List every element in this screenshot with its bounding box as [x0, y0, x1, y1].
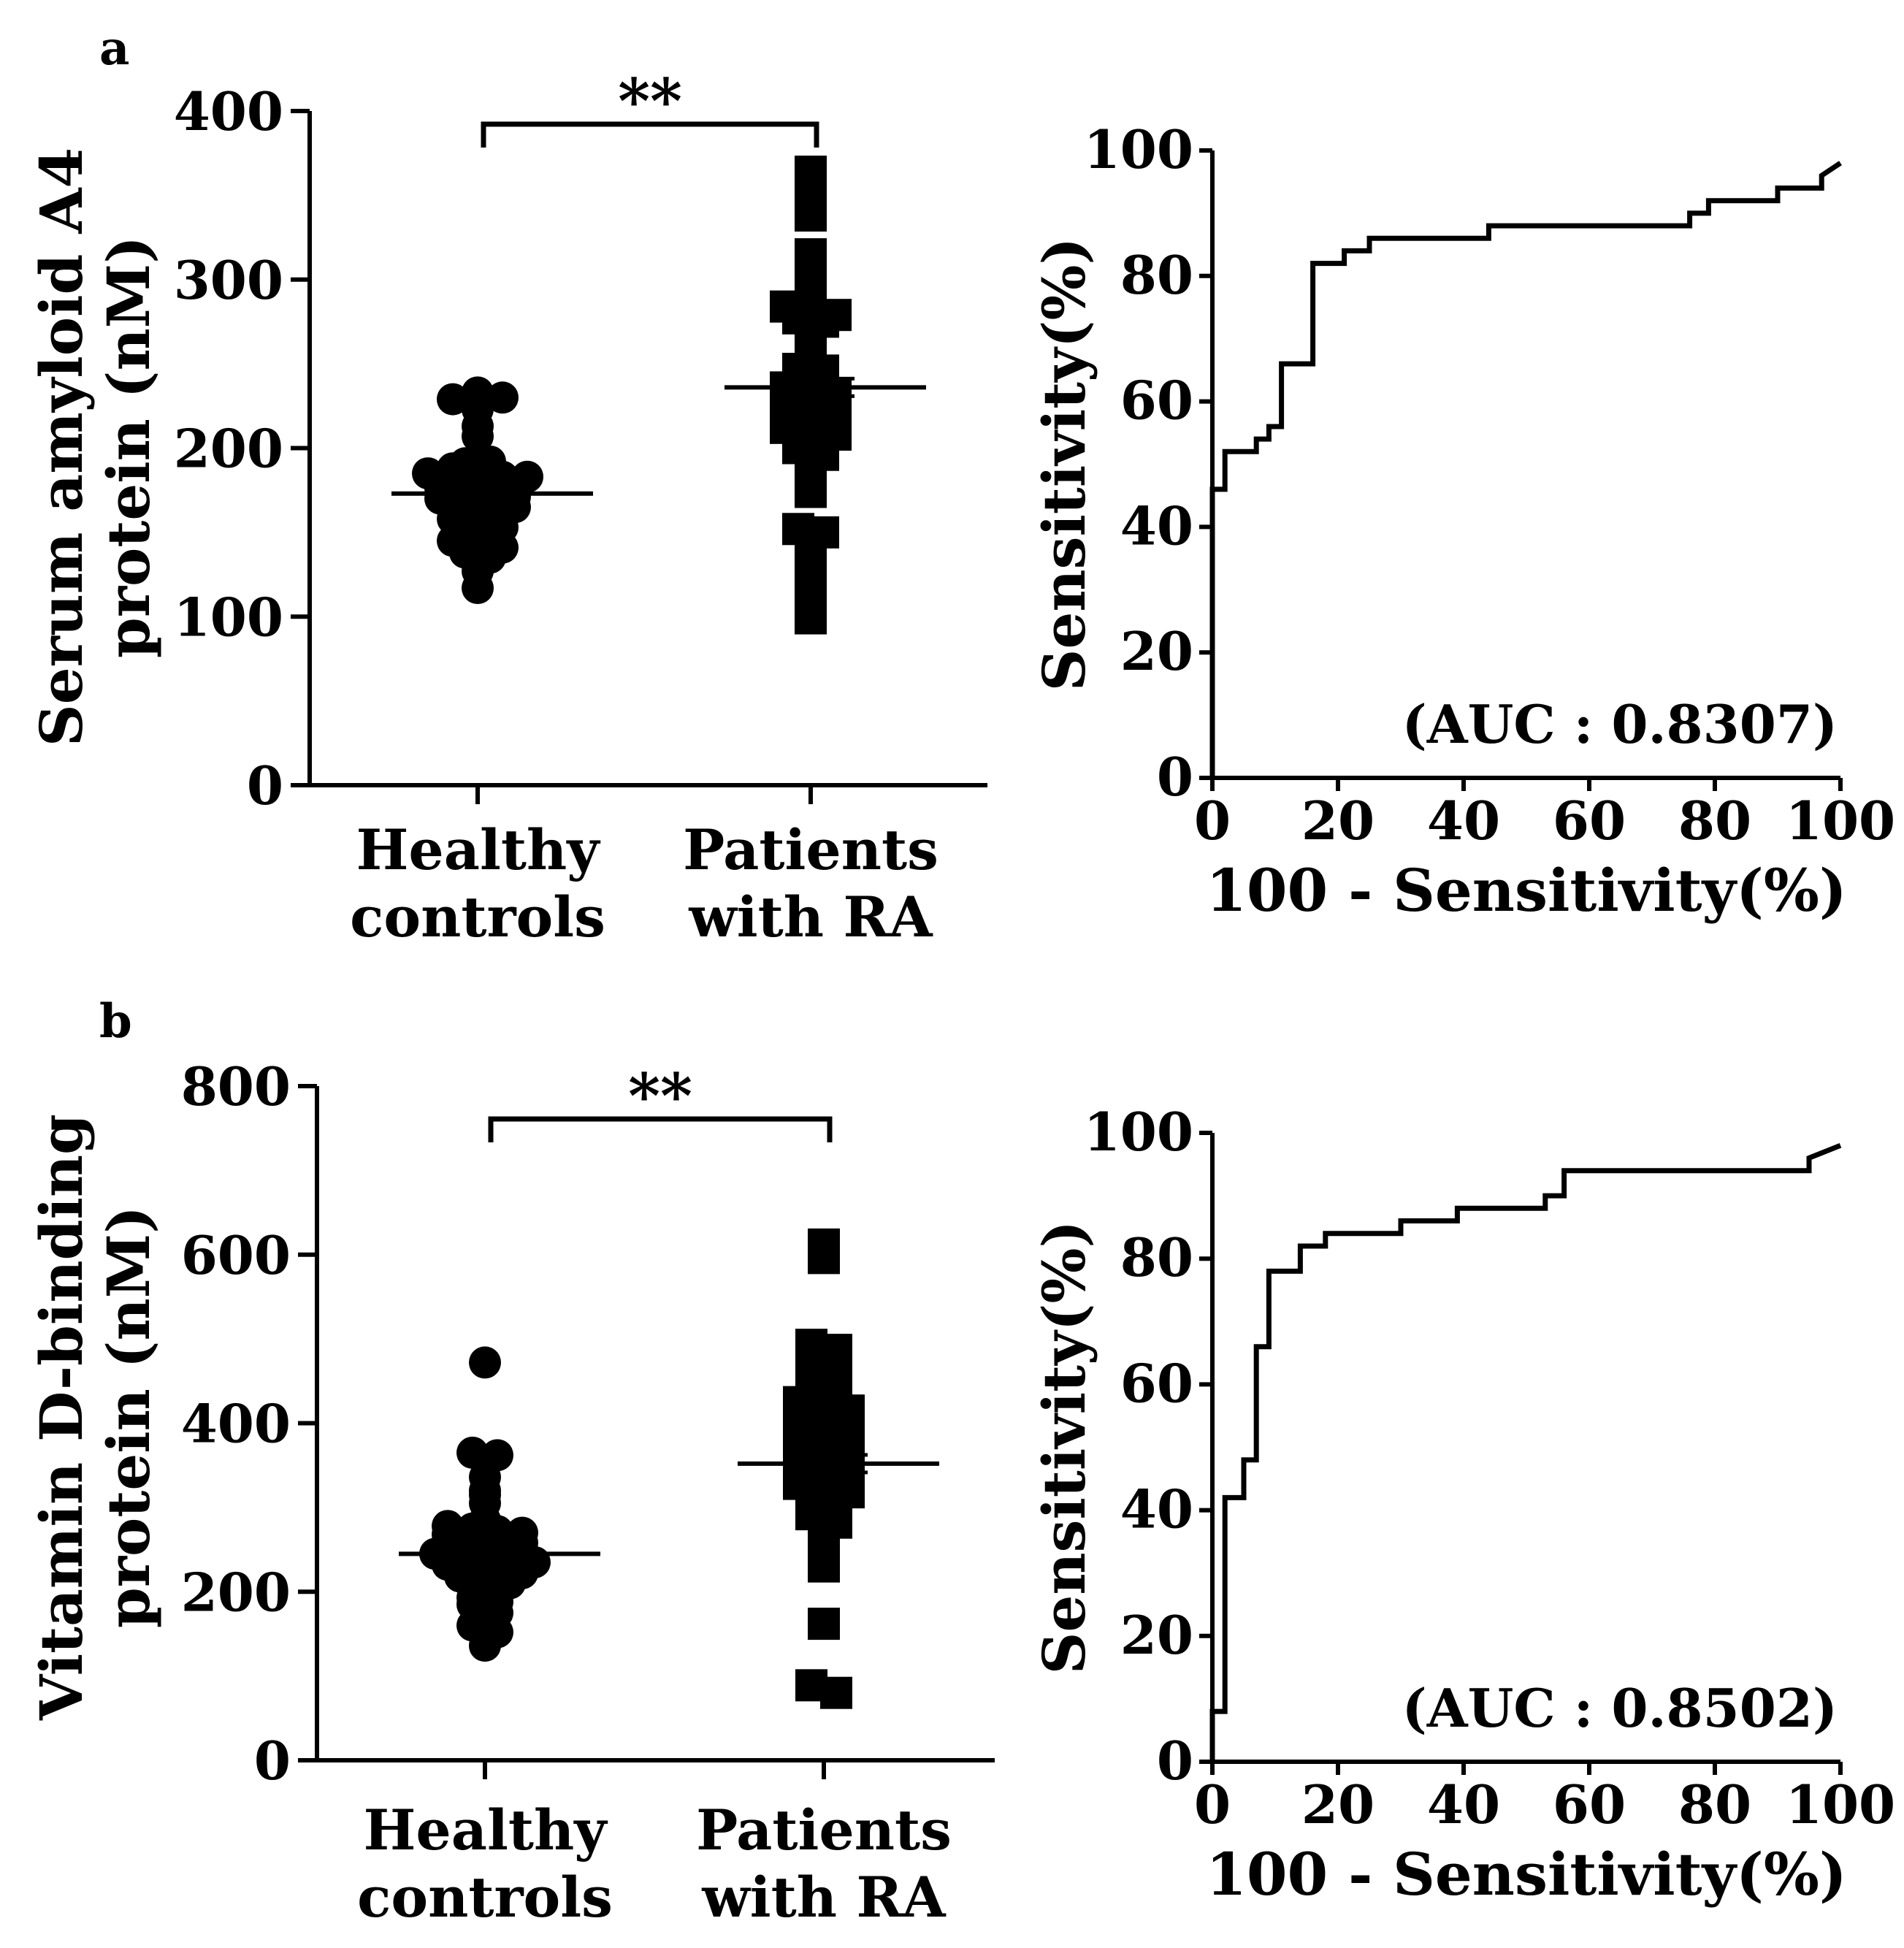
auc-annotation: (AUC : 0.8502) [1402, 1677, 1838, 1739]
healthy-control-point [481, 1439, 513, 1472]
y-tick-label: 40 [1120, 1478, 1193, 1540]
x-axis-label: 100 - Sensitivity(%) [1206, 856, 1847, 925]
significance-label: ** [618, 65, 682, 137]
roc-curve-line [1209, 1142, 1842, 1762]
ra-patient-point [795, 156, 827, 188]
x-tick-label: 20 [1301, 1773, 1375, 1836]
y-tick-label: 20 [1120, 620, 1193, 682]
x-category-label: Patients [683, 817, 938, 882]
significance-label: ** [628, 1060, 692, 1132]
x-category-label: controls [350, 885, 605, 950]
y-tick-label: 0 [1157, 1730, 1193, 1792]
y-axis-label: Sensitivity(%) [1030, 1221, 1098, 1675]
y-tick-label: 80 [1120, 244, 1193, 306]
y-tick-label: 400 [181, 1393, 291, 1455]
x-axis-label: 100 - Sensitivity(%) [1206, 1840, 1847, 1909]
x-tick-label: 20 [1301, 790, 1375, 852]
x-tick-label: 60 [1553, 1773, 1626, 1836]
x-tick-label: 100 [1786, 1773, 1895, 1836]
panel-label-b: b [99, 994, 132, 1049]
x-tick-label: 40 [1427, 1773, 1500, 1836]
y-tick-label: 800 [181, 1055, 291, 1118]
y-tick-label: 80 [1120, 1226, 1193, 1288]
x-tick-label: 0 [1194, 1773, 1231, 1836]
x-tick-label: 40 [1427, 790, 1500, 852]
y-tick-label: 100 [174, 586, 283, 648]
x-category-label: with RA [701, 1865, 946, 1930]
ra-patient-point [808, 1228, 840, 1261]
x-category-label: with RA [688, 885, 933, 950]
x-tick-label: 0 [1194, 790, 1231, 852]
x-category-label: Patients [696, 1798, 952, 1863]
y-tick-label: 100 [1084, 118, 1193, 180]
x-category-label: Healthy [364, 1798, 608, 1863]
healthy-control-point [486, 381, 519, 414]
y-tick-label: 0 [254, 1730, 291, 1792]
y-axis-label: Serum amyloid A4 [27, 148, 96, 746]
healthy-control-point [456, 1436, 489, 1469]
healthy-control-point [474, 445, 506, 478]
y-tick-label: 0 [1157, 746, 1193, 808]
healthy-control-point [511, 460, 543, 493]
x-tick-label: 80 [1678, 1773, 1751, 1836]
ra-patient-point [807, 516, 839, 549]
y-axis-label: protein (nM) [94, 1206, 163, 1628]
y-tick-label: 600 [181, 1224, 291, 1286]
ra-patient-point [795, 289, 827, 321]
y-axis-label: protein (nM) [94, 236, 163, 658]
ra-patient-point [795, 238, 827, 271]
x-category-label: controls [357, 1865, 613, 1930]
ra-patient-point [820, 1363, 852, 1396]
y-tick-label: 60 [1120, 370, 1193, 432]
y-tick-label: 200 [174, 418, 283, 480]
auc-annotation: (AUC : 0.8307) [1402, 693, 1838, 755]
ra-patient-point [808, 1608, 840, 1640]
ra-patient-point [795, 602, 827, 635]
y-axis-label: Vitamin D-binding [27, 1114, 96, 1721]
x-tick-label: 100 [1786, 790, 1895, 852]
ra-patient-point [820, 1676, 852, 1709]
panel-label-a: a [99, 21, 129, 76]
significance-bracket [481, 121, 819, 148]
y-tick-label: 60 [1120, 1352, 1193, 1414]
x-tick-label: 80 [1678, 790, 1751, 852]
significance-bracket [488, 1116, 833, 1142]
healthy-control-point [432, 1510, 464, 1543]
healthy-control-point [469, 1346, 501, 1379]
healthy-control-point [462, 376, 494, 409]
y-axis-label: Sensitivity(%) [1030, 237, 1098, 692]
y-tick-label: 0 [247, 755, 283, 817]
y-tick-label: 100 [1084, 1101, 1193, 1163]
ra-patient-point [820, 1334, 852, 1367]
y-tick-label: 200 [181, 1561, 291, 1623]
healthy-control-point [437, 383, 469, 416]
roc-curve-line [1209, 161, 1842, 778]
healthy-control-point [412, 457, 444, 490]
y-tick-label: 20 [1120, 1604, 1193, 1666]
y-tick-label: 300 [174, 249, 283, 311]
y-tick-label: 40 [1120, 494, 1193, 557]
y-tick-label: 400 [174, 80, 283, 142]
healthy-control-point [506, 1516, 538, 1549]
x-category-label: Healthy [356, 817, 601, 882]
x-tick-label: 60 [1553, 790, 1626, 852]
healthy-control-point [449, 447, 481, 480]
